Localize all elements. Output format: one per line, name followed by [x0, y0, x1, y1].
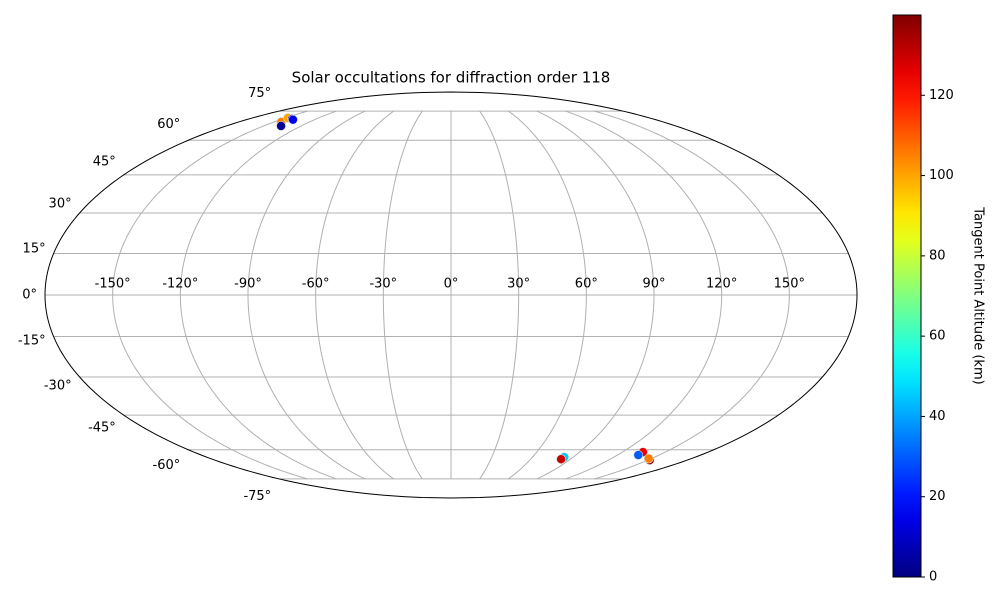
grid-line	[536, 110, 655, 480]
y-tick-label: -45°	[88, 420, 116, 435]
x-tick-label: 90°	[642, 277, 665, 292]
colorbar	[892, 14, 922, 578]
colorbar-tick-label: 100	[929, 168, 954, 183]
colorbar-tick-label: 60	[929, 329, 946, 344]
x-tick-label: -120°	[162, 277, 198, 292]
x-tick-label: 30°	[507, 277, 530, 292]
grid-line	[507, 110, 587, 480]
grid-line	[315, 110, 395, 480]
y-tick-label: 75°	[248, 86, 271, 101]
grid-line	[382, 110, 423, 480]
colorbar-label: Tangent Point Altitude (km)	[971, 206, 986, 384]
x-tick-label: -150°	[95, 277, 131, 292]
x-tick-label: 0°	[444, 277, 459, 292]
scatter-point	[633, 450, 644, 460]
y-tick-label: -60°	[153, 458, 181, 473]
y-tick-label: 60°	[157, 117, 180, 132]
x-tick-label: -90°	[234, 277, 262, 292]
y-tick-label: -75°	[243, 489, 271, 504]
colorbar-tick-label: 0	[929, 570, 937, 585]
colorbar-tick-label: 20	[929, 489, 946, 504]
x-tick-label: -60°	[302, 277, 330, 292]
y-tick-label: 30°	[49, 196, 72, 211]
y-tick-label: -15°	[18, 334, 46, 349]
grid-line	[479, 110, 520, 480]
grid-line	[594, 110, 790, 480]
chart-title: Solar occultations for diffraction order…	[292, 69, 611, 87]
x-tick-label: 60°	[575, 277, 598, 292]
x-tick-label: 150°	[774, 277, 805, 292]
map-outline	[44, 91, 858, 499]
grid-line	[112, 110, 308, 480]
x-tick-label: 120°	[706, 277, 737, 292]
y-tick-label: 15°	[23, 241, 46, 256]
grid-line	[565, 110, 723, 480]
grid-line	[247, 110, 366, 480]
colorbar-tick-label: 40	[929, 409, 946, 424]
grid-line	[179, 110, 337, 480]
y-tick-label: 0°	[22, 288, 37, 303]
scatter-point	[643, 453, 654, 464]
y-tick-label: 45°	[93, 155, 116, 170]
colorbar-tick-label: 80	[929, 248, 946, 263]
scatter-point	[556, 454, 566, 464]
scatter-point	[276, 121, 286, 131]
y-tick-label: -30°	[44, 379, 72, 394]
scatter-point	[288, 114, 298, 125]
colorbar-tick-label: 120	[929, 88, 954, 103]
x-tick-label: -30°	[369, 277, 397, 292]
